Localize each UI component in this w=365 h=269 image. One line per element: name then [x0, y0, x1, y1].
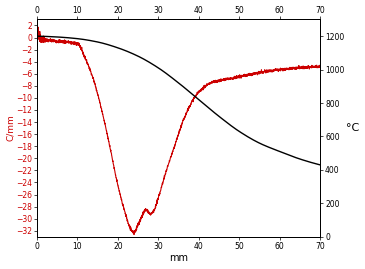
Y-axis label: °C: °C [346, 123, 360, 133]
Y-axis label: C/mm: C/mm [5, 115, 15, 141]
X-axis label: mm: mm [169, 253, 188, 263]
